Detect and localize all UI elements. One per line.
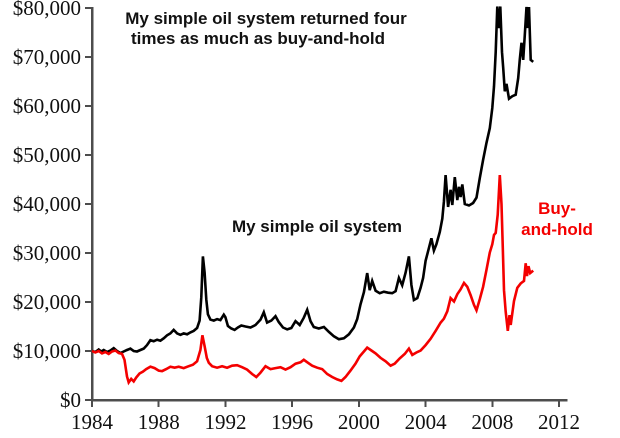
x-tick-label: 1984 [71, 410, 114, 434]
y-tick-label: $40,000 [13, 192, 81, 216]
system-line-label: My simple oil system [232, 217, 402, 236]
y-tick-label: $20,000 [13, 290, 81, 314]
x-tick-label: 2004 [405, 410, 448, 434]
x-tick-label: 2008 [471, 410, 513, 434]
x-tick-label: 1996 [271, 410, 313, 434]
y-tick-label: $0 [60, 388, 81, 412]
x-tick-label: 1988 [138, 410, 180, 434]
chart-title-line-1: My simple oil system returned four [125, 9, 407, 28]
y-tick-label: $80,000 [13, 0, 81, 20]
x-tick-label: 2000 [338, 410, 380, 434]
y-tick-label: $70,000 [13, 45, 81, 69]
buyhold-line-label-line-1: Buy- [538, 199, 576, 218]
y-tick-label: $30,000 [13, 241, 81, 265]
x-tick-label: 1992 [204, 410, 246, 434]
buy-and-hold-line [91, 175, 535, 386]
series-lines [91, 6, 535, 386]
buyhold-line-label-line-2: and-hold [521, 220, 593, 239]
axes: $0 $10,000 $20,000 $30,000 $40,000 $50,000 $60… [13, 0, 580, 434]
y-tick-label: $50,000 [13, 143, 81, 167]
y-tick-label: $10,000 [13, 339, 81, 363]
chart-title-line-2: times as much as buy-and-hold [131, 29, 385, 48]
y-tick-label: $60,000 [13, 94, 81, 118]
system-line [91, 6, 535, 355]
x-tick-label: 2012 [538, 410, 580, 434]
